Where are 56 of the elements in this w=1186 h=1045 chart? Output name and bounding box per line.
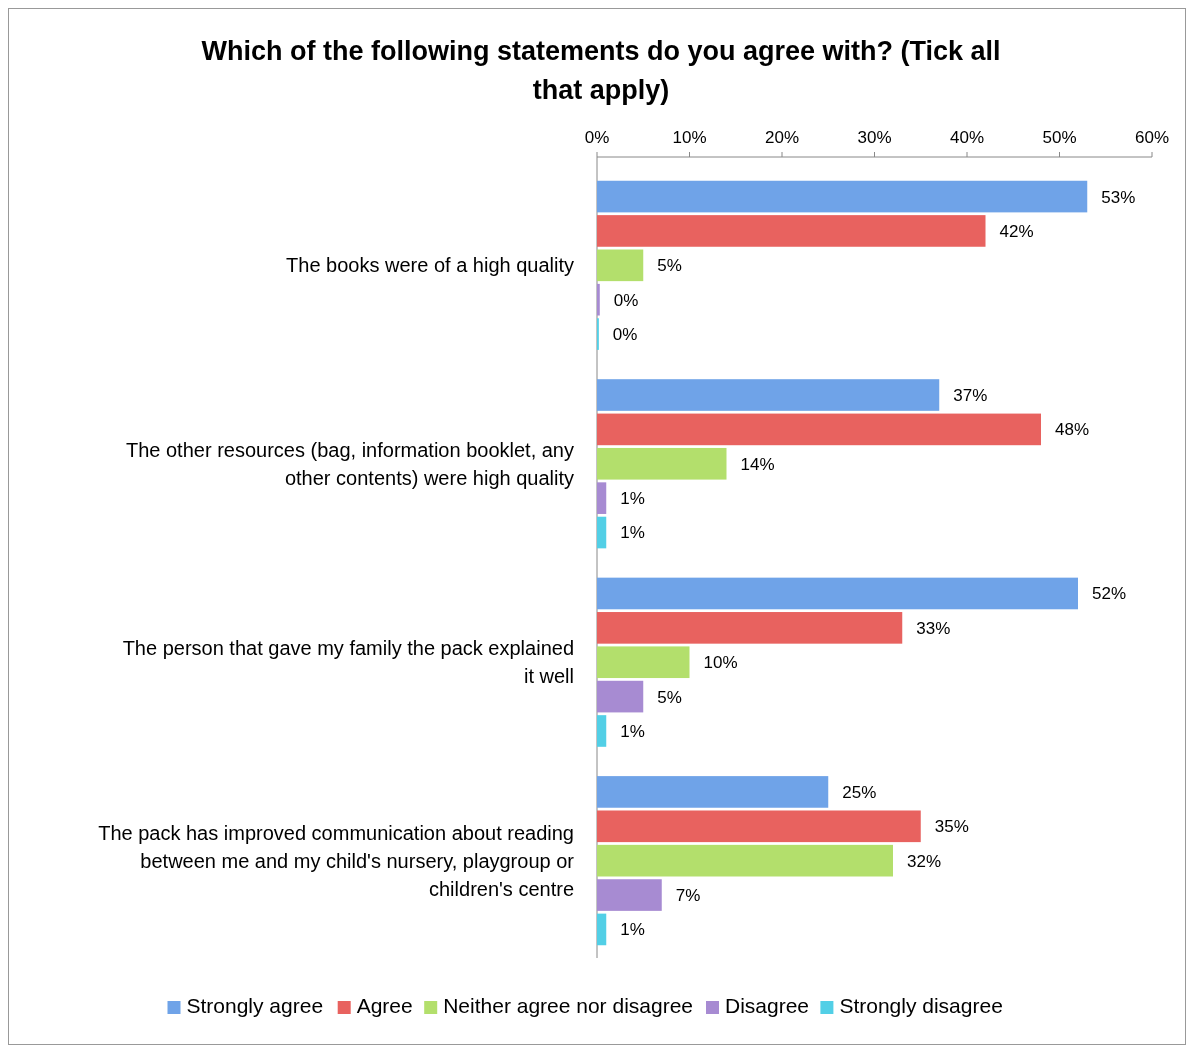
data-label: 42% [999, 221, 1034, 241]
bar [597, 612, 903, 644]
data-label: 33% [916, 618, 951, 638]
data-label: 35% [934, 817, 969, 837]
bar [597, 447, 727, 480]
x-tick-label: 10% [672, 128, 707, 147]
data-label: 1% [620, 721, 645, 741]
data-label: 7% [675, 886, 701, 906]
data-label: 1% [620, 489, 645, 509]
x-tick-label: 20% [764, 128, 800, 147]
bar [597, 516, 607, 549]
data-label: 10% [703, 653, 738, 673]
chart-title: Which of the following statements do you agree with? (Tick all that apply) [201, 36, 1001, 105]
data-label: 37% [953, 385, 988, 405]
data-label: 1% [620, 920, 645, 940]
data-label: 32% [907, 851, 942, 871]
y-tick-label: The person that gave my family the pack explained it well [122, 637, 574, 688]
bar [597, 413, 1041, 446]
legend-label: Strongly disagree [839, 994, 1003, 1017]
bar [597, 482, 607, 514]
data-label: 52% [1092, 584, 1127, 604]
x-tick-label: 30% [857, 128, 892, 147]
bar [597, 215, 986, 247]
y-tick-label: The pack has improved communication about reading between me and my child's nursery, playgroup or children's centre [98, 821, 575, 900]
x-tick-label: 40% [949, 128, 985, 147]
bar [597, 249, 644, 282]
legend-label: Strongly agree [186, 994, 324, 1017]
bar [597, 715, 607, 747]
data-label: 5% [657, 256, 682, 276]
data-label: 53% [1101, 187, 1136, 207]
legend-label: Agree [356, 994, 413, 1017]
x-tick-label: 60% [1134, 128, 1170, 147]
bar [597, 180, 1088, 213]
data-label: 14% [740, 454, 775, 474]
bar [597, 680, 644, 713]
legend-label: Disagree [725, 994, 810, 1017]
data-label: 25% [842, 782, 877, 802]
y-tick-label: The other resources (bag, information booklet, any other contents) were high quality [125, 438, 574, 489]
bar [597, 646, 690, 679]
data-label: 0% [613, 290, 639, 310]
x-tick-label: 50% [1042, 128, 1077, 147]
bar [597, 844, 893, 877]
bar [597, 283, 600, 316]
data-label: 0% [612, 325, 638, 345]
data-label: 5% [657, 687, 682, 707]
x-tick-label: 0% [584, 128, 610, 147]
legend-label: Neither agree nor disagree [443, 994, 694, 1017]
bar [597, 913, 607, 946]
bar [597, 577, 1078, 610]
data-label: 1% [620, 523, 645, 543]
bar [597, 879, 662, 911]
data-label: 48% [1055, 420, 1090, 440]
bar [597, 776, 829, 808]
bar [597, 810, 921, 843]
y-tick-label: The books were of a high quality [286, 254, 574, 277]
bar [597, 379, 940, 411]
